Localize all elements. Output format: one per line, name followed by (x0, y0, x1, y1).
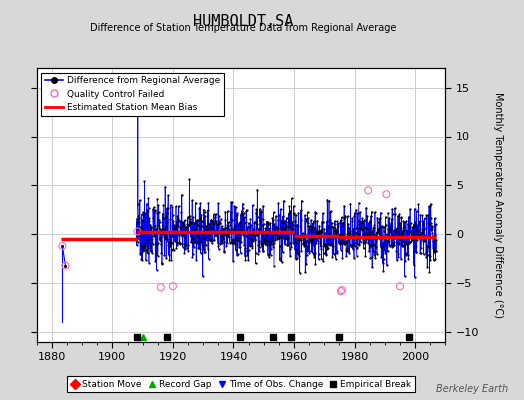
Point (169, 283, 177, 290)
Point (133, 228, 141, 235)
Point (61, 262, 70, 269)
Point (396, 283, 404, 290)
Legend: Station Move, Record Gap, Time of Obs. Change, Empirical Break: Station Move, Record Gap, Time of Obs. C… (67, 376, 415, 392)
Text: Berkeley Earth: Berkeley Earth (436, 384, 508, 394)
Point (337, 288, 345, 294)
Text: Difference of Station Temperature Data from Regional Average: Difference of Station Temperature Data f… (91, 23, 397, 33)
Text: HUMBOLDT,SA: HUMBOLDT,SA (193, 14, 294, 29)
Point (364, 187, 373, 194)
Point (382, 191, 390, 198)
Y-axis label: Monthly Temperature Anomaly Difference (°C): Monthly Temperature Anomaly Difference (… (493, 92, 503, 318)
Point (157, 284, 165, 290)
Point (337, 287, 346, 293)
Point (58, 243, 67, 249)
